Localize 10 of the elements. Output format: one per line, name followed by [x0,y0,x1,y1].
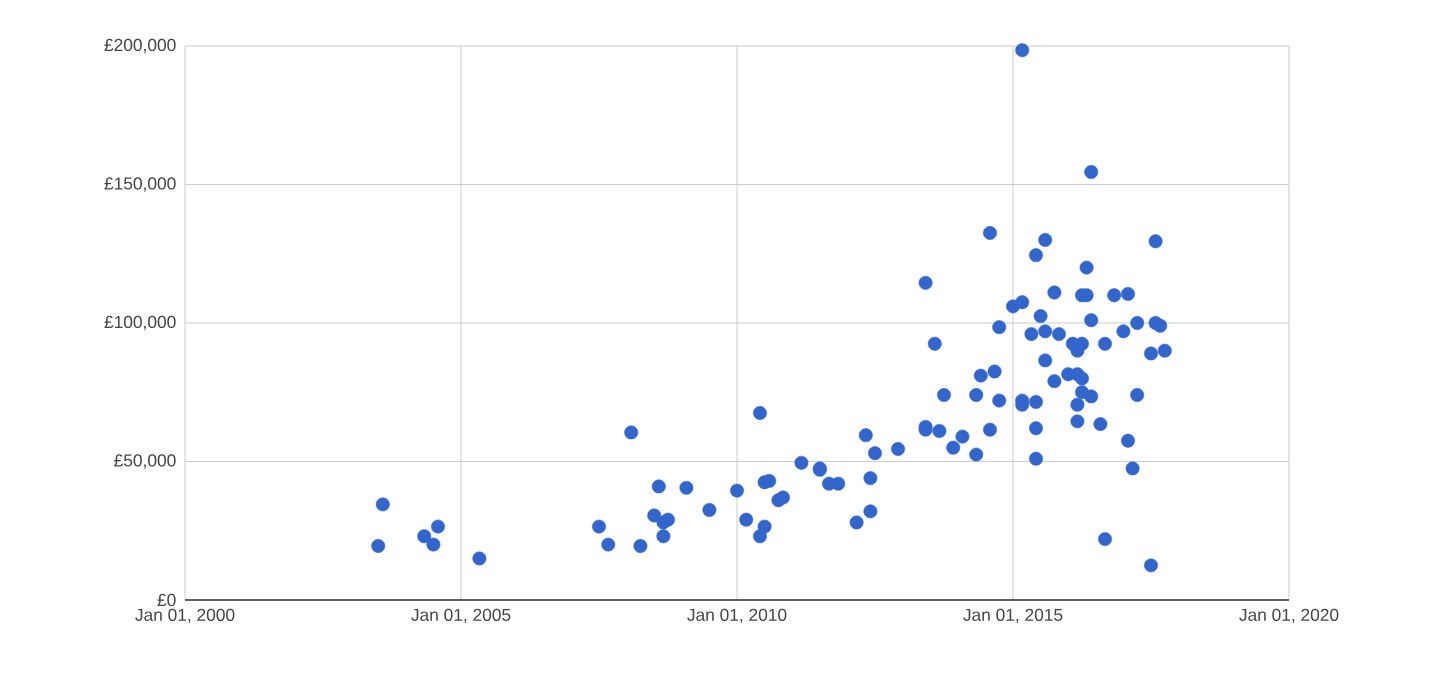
y-tick-label: £0 [157,593,176,607]
y-tick-label: £100,000 [104,315,176,331]
x-tick-label: Jan 01, 2005 [411,608,511,624]
x-tick-label: Jan 01, 2010 [687,608,787,624]
y-tick-label: £150,000 [104,177,176,192]
x-tick-label: Jan 01, 2020 [1239,608,1339,624]
y-tick-label: £50,000 [114,454,176,469]
x-tick-label: Jan 01, 2015 [963,608,1063,624]
x-tick-label: Jan 01, 2000 [135,608,235,624]
y-tick-label: £200,000 [104,38,176,54]
